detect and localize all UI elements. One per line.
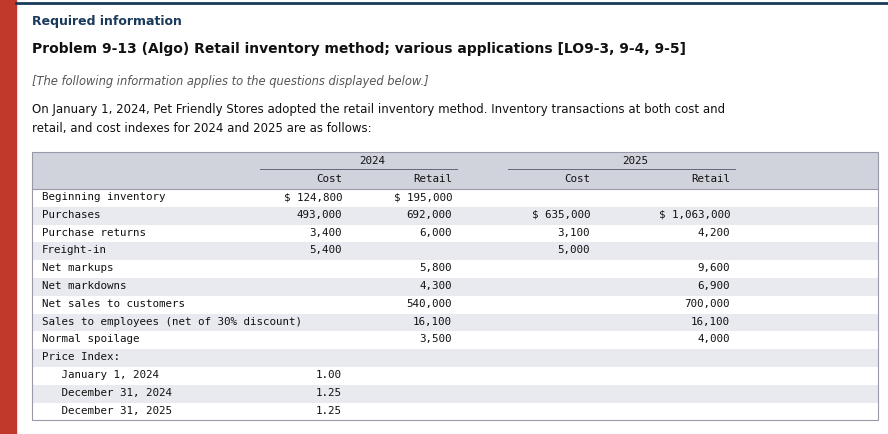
Text: 5,000: 5,000 <box>558 245 590 255</box>
Text: On January 1, 2024, Pet Friendly Stores adopted the retail inventory method. Inv: On January 1, 2024, Pet Friendly Stores … <box>32 103 725 116</box>
Text: Required information: Required information <box>32 15 182 28</box>
Text: $ 1,063,000: $ 1,063,000 <box>659 210 730 220</box>
Bar <box>32 243 878 260</box>
Text: Retail: Retail <box>691 174 730 184</box>
Text: 1.25: 1.25 <box>316 388 342 398</box>
Text: Purchase returns: Purchase returns <box>42 227 146 237</box>
Text: 2025: 2025 <box>622 156 648 166</box>
Text: Problem 9-13 (Algo) Retail inventory method; various applications [LO9-3, 9-4, 9: Problem 9-13 (Algo) Retail inventory met… <box>32 42 686 56</box>
Text: 16,100: 16,100 <box>413 316 452 327</box>
Text: Beginning inventory: Beginning inventory <box>42 192 165 202</box>
Text: 4,200: 4,200 <box>697 227 730 237</box>
Bar <box>32 385 878 403</box>
Text: 1.00: 1.00 <box>316 370 342 380</box>
Text: Sales to employees (net of 30% discount): Sales to employees (net of 30% discount) <box>42 316 302 327</box>
Bar <box>32 349 878 367</box>
Text: 692,000: 692,000 <box>407 210 452 220</box>
Text: January 1, 2024: January 1, 2024 <box>42 370 159 380</box>
Text: 6,900: 6,900 <box>697 281 730 291</box>
Text: [The following information applies to the questions displayed below.]: [The following information applies to th… <box>32 75 429 88</box>
Text: 2024: 2024 <box>359 156 385 166</box>
Text: Net sales to customers: Net sales to customers <box>42 299 185 309</box>
Text: 540,000: 540,000 <box>407 299 452 309</box>
Text: 1.25: 1.25 <box>316 406 342 416</box>
Text: 6,000: 6,000 <box>419 227 452 237</box>
Bar <box>32 207 878 225</box>
Text: retail, and cost indexes for 2024 and 2025 are as follows:: retail, and cost indexes for 2024 and 20… <box>32 122 371 135</box>
Text: 9,600: 9,600 <box>697 263 730 273</box>
Text: Purchases: Purchases <box>42 210 100 220</box>
Text: 4,000: 4,000 <box>697 335 730 345</box>
Text: Price Index:: Price Index: <box>42 352 120 362</box>
Text: Normal spoilage: Normal spoilage <box>42 335 139 345</box>
Text: 3,500: 3,500 <box>419 335 452 345</box>
Text: $ 635,000: $ 635,000 <box>532 210 590 220</box>
Text: 5,800: 5,800 <box>419 263 452 273</box>
Text: $ 124,800: $ 124,800 <box>283 192 342 202</box>
Text: 493,000: 493,000 <box>297 210 342 220</box>
Bar <box>32 278 878 296</box>
Bar <box>32 314 878 332</box>
Text: Retail: Retail <box>413 174 452 184</box>
Text: December 31, 2025: December 31, 2025 <box>42 406 172 416</box>
Text: $ 195,000: $ 195,000 <box>393 192 452 202</box>
Text: 3,400: 3,400 <box>310 227 342 237</box>
Text: Freight-in: Freight-in <box>42 245 107 255</box>
Text: 4,300: 4,300 <box>419 281 452 291</box>
Bar <box>0 0 16 434</box>
Text: Net markups: Net markups <box>42 263 114 273</box>
Bar <box>32 152 878 189</box>
Text: 16,100: 16,100 <box>691 316 730 327</box>
Text: Net markdowns: Net markdowns <box>42 281 126 291</box>
Text: 3,100: 3,100 <box>558 227 590 237</box>
Text: 5,400: 5,400 <box>310 245 342 255</box>
Text: Cost: Cost <box>316 174 342 184</box>
Text: December 31, 2024: December 31, 2024 <box>42 388 172 398</box>
Text: 700,000: 700,000 <box>685 299 730 309</box>
Bar <box>32 152 878 421</box>
Text: Cost: Cost <box>564 174 590 184</box>
